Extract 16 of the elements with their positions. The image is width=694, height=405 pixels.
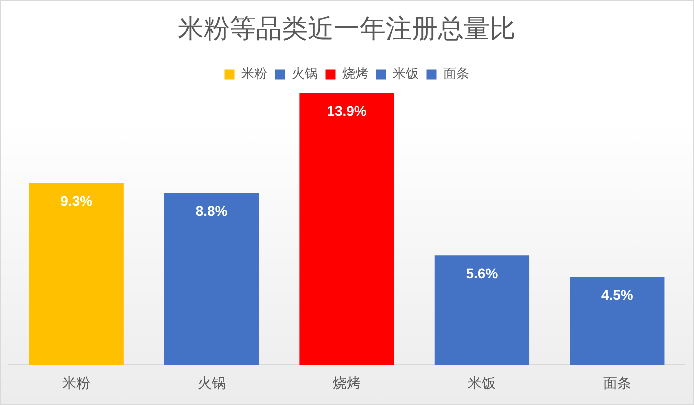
chart-title: 米粉等品类近一年注册总量比 [178, 14, 516, 44]
data-label: 4.5% [601, 286, 634, 303]
legend-label: 米粉 [241, 67, 268, 82]
legend-label: 烧烤 [342, 67, 368, 82]
legend-label: 面条 [443, 67, 470, 82]
legend-label: 米饭 [392, 67, 419, 82]
x-tick-label: 米饭 [468, 376, 496, 392]
data-label: 5.6% [466, 265, 499, 282]
legend-label: 火锅 [292, 67, 318, 82]
x-tick-label: 面条 [603, 376, 632, 392]
x-tick-label: 米粉 [62, 376, 91, 392]
data-label: 13.9% [327, 103, 368, 120]
data-label: 8.8% [196, 202, 228, 219]
data-label: 9.3% [60, 193, 94, 210]
x-tick-label: 火锅 [198, 376, 226, 392]
x-tick-label: 烧烤 [333, 376, 361, 392]
